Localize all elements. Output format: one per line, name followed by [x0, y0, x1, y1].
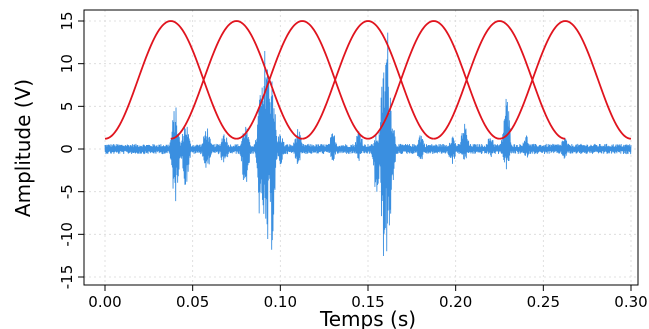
- y-axis: -15 -10 -5 0 5 10 15: [58, 11, 84, 289]
- y-tick-label: -5: [58, 184, 76, 199]
- y-tick-label: 5: [58, 102, 76, 112]
- x-tick-label: 0.30: [614, 293, 647, 311]
- x-tick-label: 0.20: [439, 293, 472, 311]
- y-axis-title: Amplitude (V): [11, 79, 35, 217]
- x-tick-label: 0.05: [176, 293, 209, 311]
- y-tick-label: 0: [58, 144, 76, 154]
- signal-series: [104, 32, 632, 257]
- x-tick-label: 0.25: [527, 293, 560, 311]
- y-tick-label: 15: [58, 11, 76, 30]
- signal-line: [104, 32, 632, 257]
- x-tick-label: 0.10: [264, 293, 297, 311]
- envelope-curve: [170, 20, 303, 140]
- envelope-curve: [367, 20, 500, 140]
- envelope-curve: [104, 20, 237, 140]
- y-tick-label: -10: [58, 222, 76, 247]
- envelope-series: [104, 20, 632, 140]
- x-tick-label: 0.15: [351, 293, 384, 311]
- envelope-curve: [499, 20, 632, 140]
- y-tick-label: 10: [58, 54, 76, 73]
- grid: [84, 10, 638, 285]
- x-axis: 0.00 0.05 0.10 0.15 0.20 0.25 0.30: [88, 285, 648, 311]
- plot-frame: [83, 9, 639, 286]
- x-axis-title: Temps (s): [319, 307, 416, 329]
- envelope-curve: [236, 20, 369, 140]
- x-tick-label: 0.00: [88, 293, 121, 311]
- y-tick-label: -15: [58, 265, 76, 290]
- envelope-curve: [302, 20, 434, 140]
- envelope-curve: [433, 20, 566, 140]
